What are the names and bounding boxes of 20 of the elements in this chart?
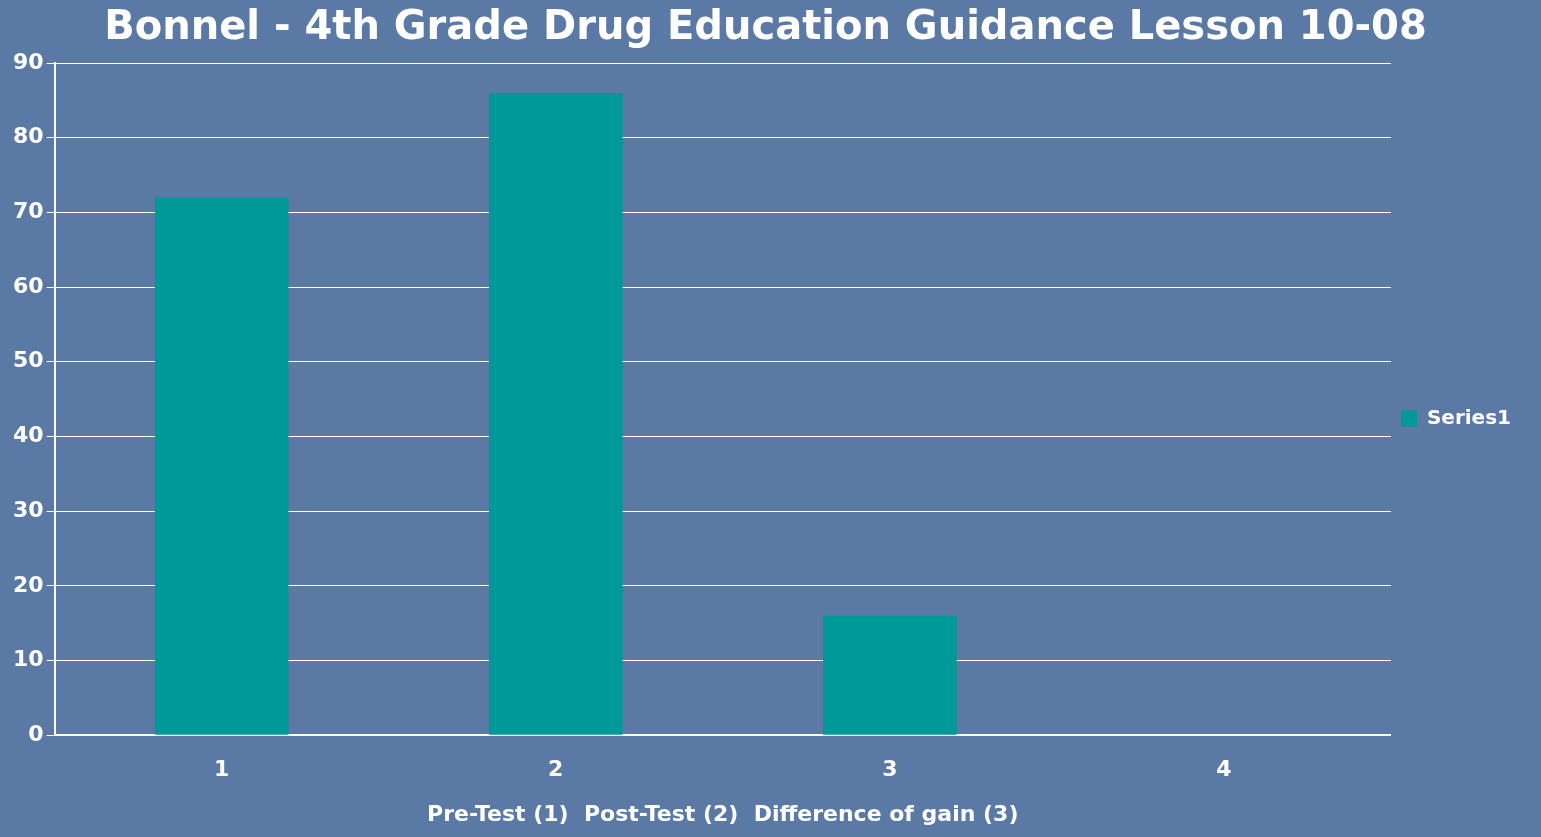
y-tick-label: 0 (28, 720, 44, 746)
y-tick-label: 10 (12, 646, 44, 672)
bar (154, 197, 289, 735)
legend-label: Series1 (1426, 404, 1512, 429)
bar (823, 615, 957, 735)
x-tick-label: 3 (882, 756, 898, 782)
y-tick-label: 90 (12, 48, 44, 74)
x-axis-title: Pre-Test (1) Post-Test (2) Difference of gain (3) (427, 800, 1019, 826)
x-tick-label: 2 (548, 756, 564, 782)
chart-title: Bonnel - 4th Grade Drug Education Guidance Lesson 10-08 (104, 2, 1427, 49)
y-tick-label: 20 (12, 571, 44, 597)
y-tick-label: 40 (12, 422, 44, 448)
y-tick-label: 50 (12, 347, 44, 373)
y-tick-label: 80 (12, 123, 44, 149)
bar (488, 92, 623, 735)
y-tick-label: 60 (12, 272, 44, 298)
x-tick-label: 1 (214, 756, 230, 782)
y-tick-label: 70 (12, 198, 44, 224)
x-tick-label: 4 (1216, 756, 1232, 782)
y-tick-label: 30 (12, 496, 44, 522)
